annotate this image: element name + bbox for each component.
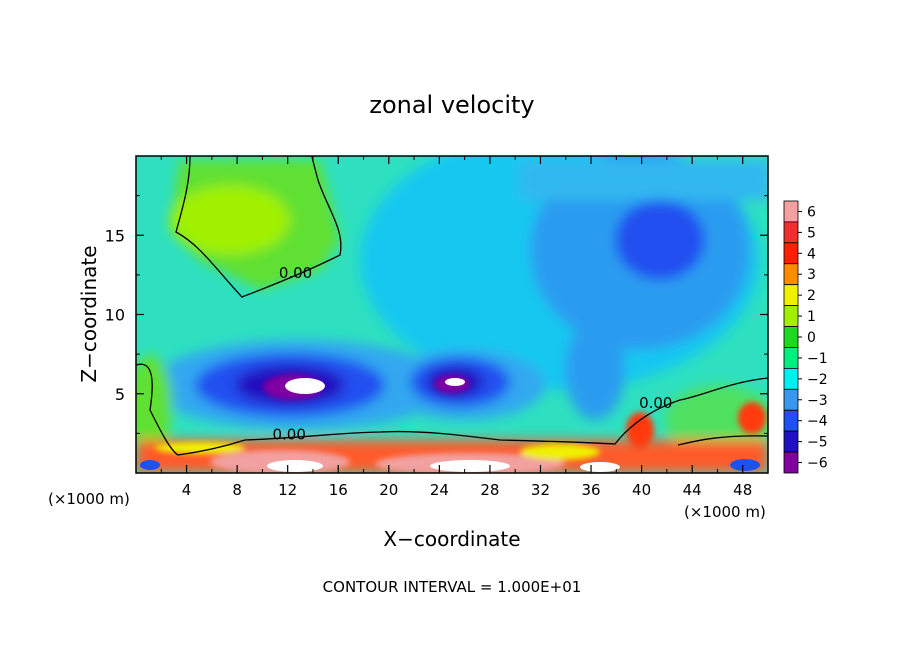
x-tick-label: 12 bbox=[278, 481, 297, 499]
colorbar-label: 1 bbox=[807, 309, 816, 325]
contour-labels: 0.00 0.00 0.00 bbox=[273, 264, 673, 444]
contour-label: 0.00 bbox=[279, 264, 312, 282]
colorbar-label: 5 bbox=[807, 225, 816, 241]
x-tick-label: 20 bbox=[379, 481, 398, 499]
colorbar-swatch bbox=[783, 263, 799, 286]
colorbar-swatch bbox=[783, 430, 799, 453]
colorbar-label: 0 bbox=[807, 330, 816, 346]
plot-area bbox=[136, 156, 768, 473]
colorbar-swatch bbox=[783, 347, 799, 369]
colorbar-swatch bbox=[783, 388, 799, 411]
chart-title: zonal velocity bbox=[369, 91, 534, 119]
y-tick-label: 15 bbox=[105, 226, 125, 245]
x-tick-label: 36 bbox=[581, 481, 600, 499]
x-tick-label: 24 bbox=[430, 481, 449, 499]
colorbar-swatch bbox=[783, 200, 799, 223]
x-axis: 4 8 12 16 20 24 28 32 36 40 44 48 bbox=[160, 156, 752, 499]
colorbar: 6 5 4 3 2 1 0 −1 −2 −3 −4 −5 −6 bbox=[783, 200, 828, 474]
colorbar-label: 2 bbox=[807, 288, 816, 304]
colorbar-swatch bbox=[783, 221, 799, 244]
x-tick-label: 28 bbox=[480, 481, 499, 499]
y-axis: 5 10 15 bbox=[105, 195, 768, 434]
colorbar-swatch bbox=[783, 326, 799, 348]
colorbar-swatch bbox=[783, 409, 799, 432]
x-tick-label: 8 bbox=[232, 481, 242, 499]
colorbar-label: −2 bbox=[807, 372, 828, 388]
colorbar-label: −5 bbox=[807, 435, 828, 451]
colorbar-label: −6 bbox=[807, 456, 828, 472]
x-tick-label: 48 bbox=[733, 481, 752, 499]
colorbar-label: −1 bbox=[807, 351, 828, 367]
colorbar-label: −4 bbox=[807, 414, 828, 430]
x-tick-label: 44 bbox=[683, 481, 702, 499]
y-tick-label: 10 bbox=[105, 306, 125, 325]
colorbar-label: −3 bbox=[807, 393, 828, 409]
x-unit-left: (×1000 m) bbox=[48, 490, 130, 508]
colorbar-label: 3 bbox=[807, 267, 816, 283]
x-axis-label: X−coordinate bbox=[383, 527, 520, 551]
x-tick-label: 32 bbox=[531, 481, 550, 499]
colorbar-swatch bbox=[783, 305, 799, 327]
colorbar-label: 4 bbox=[807, 246, 816, 262]
contour-interval-footer: CONTOUR INTERVAL = 1.000E+01 bbox=[323, 578, 582, 596]
colorbar-swatch bbox=[783, 451, 799, 474]
colorbar-label: 6 bbox=[807, 204, 816, 220]
colorbar-swatch bbox=[783, 242, 799, 265]
y-tick-label: 5 bbox=[115, 385, 125, 404]
contour-label: 0.00 bbox=[639, 394, 672, 412]
x-tick-label: 40 bbox=[632, 481, 651, 499]
colorbar-swatch bbox=[783, 284, 799, 307]
y-axis-label: Z−coordinate bbox=[77, 245, 101, 382]
contour-label: 0.00 bbox=[273, 426, 306, 444]
x-tick-label: 4 bbox=[182, 481, 192, 499]
x-tick-label: 16 bbox=[329, 481, 348, 499]
colorbar-swatch bbox=[783, 367, 799, 390]
x-unit-right: (×1000 m) bbox=[684, 503, 766, 521]
